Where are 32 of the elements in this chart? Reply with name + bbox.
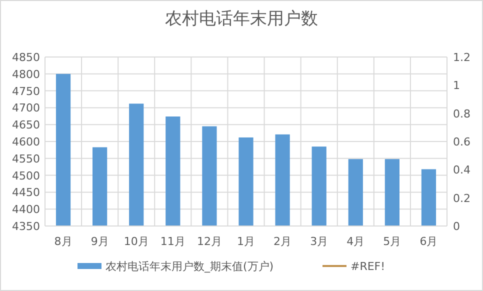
y-tick-label: 4350 bbox=[12, 220, 40, 233]
y2-tick-label: 1 bbox=[453, 79, 460, 92]
y-tick-label: 4600 bbox=[12, 136, 40, 148]
x-tick-label: 2月 bbox=[274, 235, 292, 248]
y-tick-label: 4650 bbox=[12, 118, 40, 132]
x-tick-label: 1月 bbox=[237, 235, 255, 248]
y-tick-label: 4800 bbox=[12, 68, 40, 81]
legend-label: #REF! bbox=[350, 260, 386, 273]
x-tick-label: 8月 bbox=[54, 235, 72, 248]
y2-tick-label: 1.2 bbox=[453, 51, 470, 64]
y2-tick-label: 0.4 bbox=[453, 164, 470, 177]
y2-tick-label: 0.8 bbox=[453, 107, 470, 120]
x-tick-label: 12月 bbox=[196, 235, 222, 248]
y2-tick-label: 0.2 bbox=[453, 192, 470, 205]
y-tick-label: 4750 bbox=[12, 84, 40, 98]
x-tick-label: 4月 bbox=[346, 235, 365, 248]
y-tick-label: 4700 bbox=[12, 102, 40, 115]
x-tick-label: 10月 bbox=[124, 235, 149, 248]
y-tick-label: 4400 bbox=[12, 203, 40, 216]
y-tick-label: 4450 bbox=[12, 186, 40, 200]
y-tick-label: 4500 bbox=[12, 169, 40, 182]
x-tick-label: 9月 bbox=[90, 235, 109, 248]
x-tick-label: 5月 bbox=[383, 235, 402, 248]
y2-tick-label: 0.6 bbox=[453, 136, 470, 148]
x-tick-label: 11月 bbox=[160, 235, 186, 248]
chart-title: 农村电话年末用户数 bbox=[165, 9, 318, 29]
y-tick-label: 4850 bbox=[12, 51, 40, 64]
x-tick-label: 6月 bbox=[420, 235, 438, 248]
y2-tick-label: 0 bbox=[453, 220, 460, 233]
legend-label: 农村电话年末用户数_期末值(万户) bbox=[106, 260, 274, 273]
x-tick-label: 3月 bbox=[310, 235, 328, 248]
y-tick-label: 4550 bbox=[12, 152, 40, 166]
